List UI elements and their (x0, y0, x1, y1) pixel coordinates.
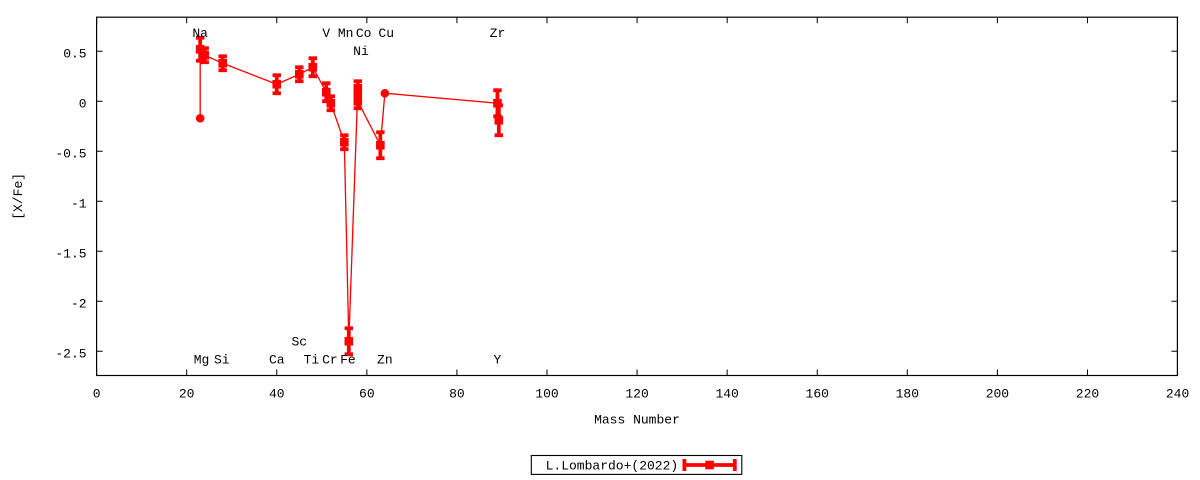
svg-text:V: V (322, 26, 330, 41)
svg-text:Ni: Ni (353, 44, 369, 59)
svg-text:60: 60 (359, 387, 375, 402)
svg-text:Si: Si (214, 353, 230, 368)
svg-text:Ca: Ca (269, 353, 285, 368)
svg-text:Cu: Cu (378, 26, 394, 41)
svg-text:-1: -1 (71, 196, 87, 211)
svg-text:-2.5: -2.5 (55, 346, 86, 361)
svg-text:80: 80 (449, 387, 465, 402)
svg-text:Ti: Ti (304, 353, 320, 368)
svg-text:Mn: Mn (338, 26, 354, 41)
svg-text:[X/Fe]: [X/Fe] (11, 173, 26, 220)
svg-text:40: 40 (269, 387, 285, 402)
svg-text:220: 220 (1076, 387, 1099, 402)
svg-text:Na: Na (192, 26, 208, 41)
svg-text:Mg: Mg (194, 353, 210, 368)
svg-text:-0.5: -0.5 (55, 146, 86, 161)
svg-text:Cr: Cr (322, 353, 338, 368)
svg-text:Zr: Zr (490, 26, 506, 41)
svg-text:L.Lombardo+(2022): L.Lombardo+(2022) (546, 459, 679, 474)
svg-text:Mass Number: Mass Number (594, 413, 680, 428)
svg-text:180: 180 (896, 387, 919, 402)
svg-text:240: 240 (1166, 387, 1189, 402)
svg-text:0: 0 (93, 387, 101, 402)
svg-text:0.5: 0.5 (63, 46, 86, 61)
svg-text:Co: Co (356, 26, 372, 41)
svg-text:100: 100 (535, 387, 558, 402)
svg-text:200: 200 (986, 387, 1009, 402)
svg-text:Zn: Zn (377, 353, 393, 368)
svg-text:-2: -2 (71, 296, 87, 311)
svg-text:-1.5: -1.5 (55, 246, 86, 261)
svg-text:140: 140 (715, 387, 738, 402)
svg-text:Fe: Fe (340, 353, 356, 368)
svg-text:120: 120 (625, 387, 648, 402)
svg-text:160: 160 (806, 387, 829, 402)
svg-text:0: 0 (79, 96, 87, 111)
svg-text:Sc: Sc (291, 335, 307, 350)
svg-text:Y: Y (494, 353, 502, 368)
svg-text:20: 20 (179, 387, 195, 402)
